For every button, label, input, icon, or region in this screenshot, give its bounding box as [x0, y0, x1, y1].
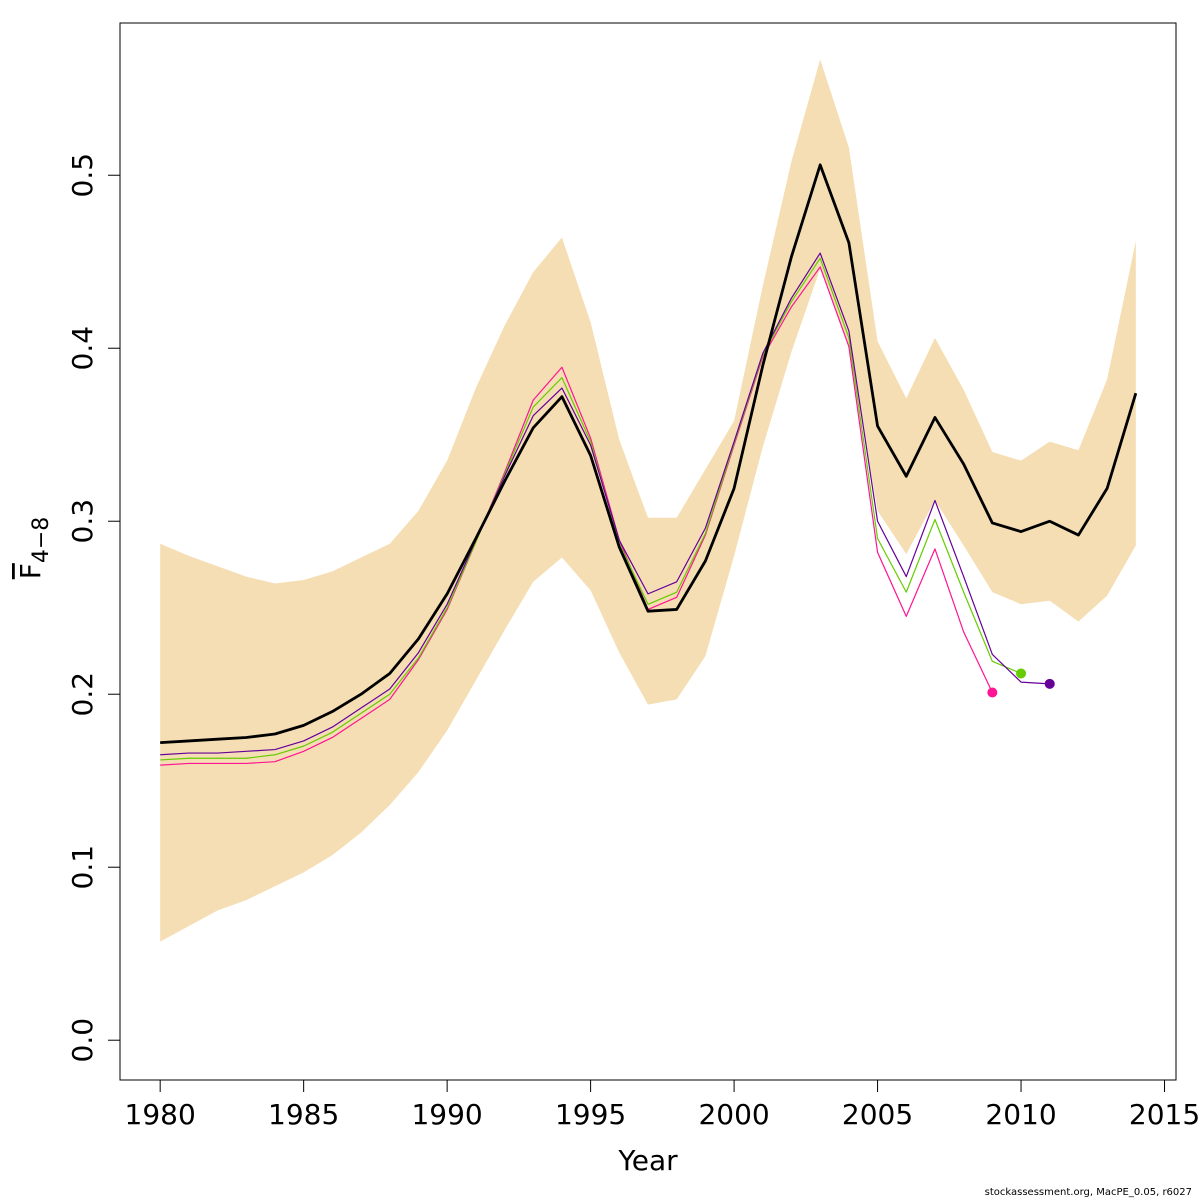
x-tick-label: 1980 — [125, 1098, 196, 1131]
series-line-3 — [160, 252, 1050, 756]
footer-credit: stockassessment.org, MacPE_0.05, r6027 — [984, 1187, 1192, 1198]
y-tick-label: 0.0 — [66, 1018, 99, 1063]
series-line-4 — [160, 163, 1138, 745]
x-tick-label: 1990 — [411, 1098, 482, 1131]
x-axis: 1980 1985 1990 1995 2000 2005 2010 2015 — [125, 1079, 1200, 1131]
y-axis-title-main: F — [14, 563, 47, 579]
y-tick-label: 0.2 — [66, 672, 99, 717]
y-axis-title-sub: 4−8 — [29, 517, 54, 563]
x-tick-label: 2015 — [1129, 1098, 1200, 1131]
x-tick-label: 2000 — [698, 1098, 769, 1131]
y-axis: 0.0 0.1 0.2 0.3 0.4 0.5 — [66, 153, 121, 1063]
x-tick-label: 1995 — [555, 1098, 626, 1131]
x-axis-title: Year — [617, 1144, 678, 1177]
series-line-1 — [160, 266, 993, 766]
series-end-marker-2 — [1016, 668, 1027, 679]
y-tick-label: 0.5 — [66, 153, 99, 198]
series-layer — [160, 163, 1138, 766]
series-end-marker-1 — [987, 687, 998, 698]
confidence-band-layer — [160, 59, 1136, 942]
series-end-marker-3 — [1044, 678, 1055, 689]
y-tick-label: 0.4 — [66, 326, 99, 371]
x-tick-label: 1985 — [268, 1098, 339, 1131]
end-marker-layer — [987, 668, 1055, 698]
x-tick-label: 2010 — [985, 1098, 1056, 1131]
confidence-band — [160, 59, 1136, 942]
y-axis-title: F4−8 — [14, 517, 54, 580]
series-line-2 — [160, 257, 1022, 761]
y-tick-label: 0.1 — [66, 845, 99, 890]
x-tick-label: 2005 — [842, 1098, 913, 1131]
y-tick-label: 0.3 — [66, 499, 99, 544]
svg-text:F4−8: F4−8 — [14, 517, 54, 580]
